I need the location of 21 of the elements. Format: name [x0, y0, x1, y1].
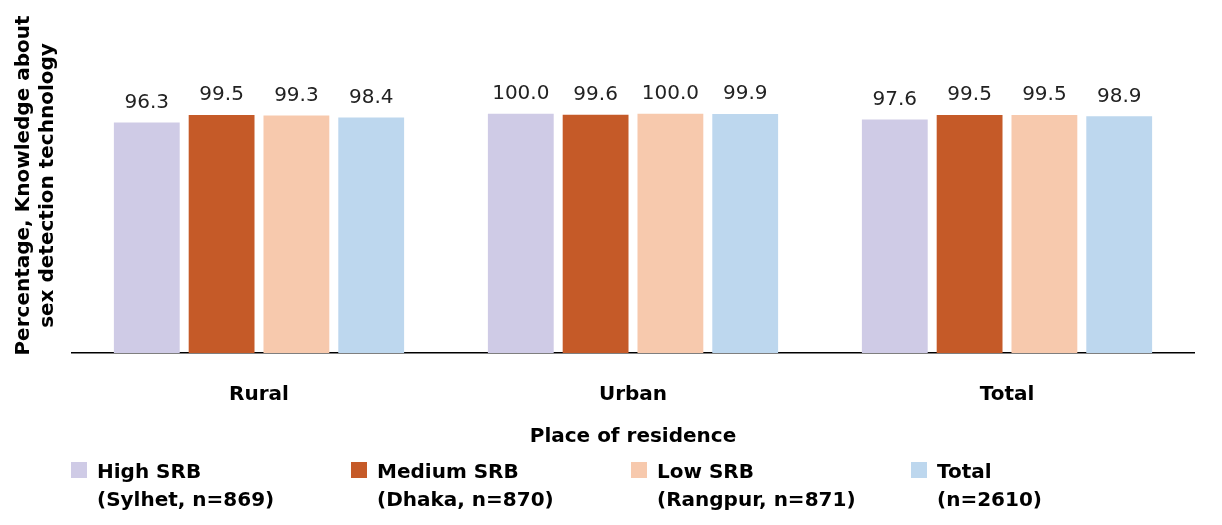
- data-label: 99.6: [573, 80, 618, 105]
- legend-label: Medium SRB (Dhaka, n=870): [377, 458, 554, 513]
- legend-label: Low SRB (Rangpur, n=871): [657, 458, 856, 513]
- data-label: 100.0: [492, 79, 550, 104]
- data-label: 98.9: [1096, 82, 1142, 107]
- data-label: 97.6: [872, 85, 918, 110]
- data-label: 96.3: [124, 88, 170, 113]
- legend-label: Total (n=2610): [937, 458, 1042, 513]
- data-label: 99.3: [274, 81, 319, 106]
- x-axis-title: Place of residence: [529, 423, 737, 448]
- x-tick-label: Rural: [229, 381, 289, 406]
- data-label: 99.5: [199, 81, 244, 106]
- data-label: 100.0: [641, 79, 700, 104]
- x-tick-label: Urban: [598, 381, 668, 406]
- data-label: 99.5: [1022, 81, 1067, 106]
- data-label: 99.5: [947, 81, 992, 106]
- data-label: 99.9: [722, 80, 768, 105]
- legend-label: High SRB (Sylhet, n=869): [97, 458, 275, 513]
- y-axis-title: Percentage, Knowledge about sex detection technology: [10, 15, 59, 356]
- data-label: 98.4: [348, 83, 394, 108]
- x-tick-label: Total: [979, 381, 1035, 406]
